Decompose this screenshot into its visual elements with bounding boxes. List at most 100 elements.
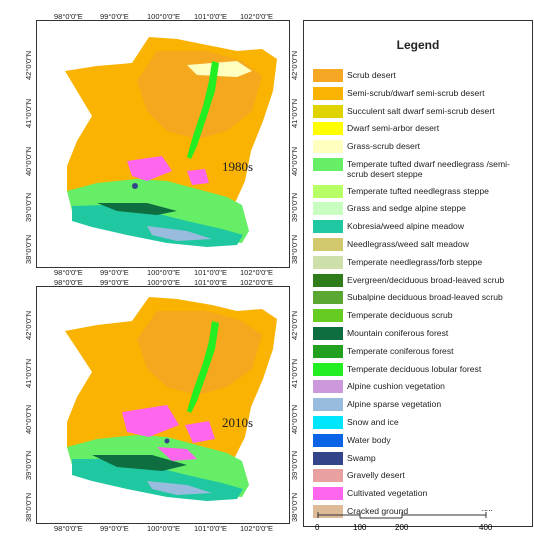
legend-label: Dwarf semi-arbor desert: [347, 123, 440, 134]
lon-tick-label: 99°0'0"E: [100, 12, 129, 21]
region-swamp: [132, 183, 138, 189]
lat-tick-label: 42°0'0"N: [24, 50, 33, 80]
lon-tick-label: 101°0'0"E: [194, 278, 227, 287]
legend-swatch: [313, 309, 343, 323]
legend-label: Temperate tufted needlegrass steppe: [347, 185, 489, 196]
legend-label: Subalpine deciduous broad-leaved scrub: [347, 292, 503, 303]
legend-item: Gravelly desert: [313, 469, 405, 486]
lat-tick-label: 41°0'0"N: [290, 358, 299, 388]
legend-swatch: [313, 184, 343, 198]
legend-label: Evergreen/deciduous broad-leaved scrub: [347, 274, 505, 285]
lat-tick-label: 40°0'0"N: [24, 404, 33, 434]
map-panel-1980s: 1980s: [36, 20, 290, 268]
legend-item: Semi-scrub/dwarf semi-scrub desert: [313, 86, 485, 104]
legend-item: Mountain coniferous forest: [313, 326, 448, 344]
legend-label: Semi-scrub/dwarf semi-scrub desert: [347, 87, 485, 98]
lon-tick-label: 101°0'0"E: [194, 524, 227, 533]
legend-label: Grass-scrub desert: [347, 141, 421, 152]
legend-label: Temperate deciduous lobular forest: [347, 363, 482, 374]
region-alpine-sparse: [147, 481, 212, 495]
lat-tick-label: 38°0'0"N: [290, 492, 299, 522]
lon-tick-label: 102°0'0"E: [240, 524, 273, 533]
legend-item: Cultivated vegetation: [313, 487, 427, 504]
legend-swatch: [313, 415, 343, 429]
lon-tick-label: 101°0'0"E: [194, 12, 227, 21]
legend-swatch: [313, 344, 343, 358]
lat-tick-label: 42°0'0"N: [24, 310, 33, 340]
lon-tick-label: 100°0'0"E: [147, 278, 180, 287]
lon-tick-label: 102°0'0"E: [240, 12, 273, 21]
legend-item: Needlegrass/weed salt meadow: [313, 237, 469, 255]
lon-tick-label: 98°0'0"E: [54, 12, 83, 21]
lon-tick-label: 100°0'0"E: [147, 524, 180, 533]
legend-label: Gravelly desert: [347, 470, 405, 481]
legend-item: Kobresia/weed alpine meadow: [313, 220, 464, 237]
lat-tick-label: 39°0'0"N: [290, 450, 299, 480]
legend-swatch: [313, 69, 343, 82]
lon-tick-label: 99°0'0"E: [100, 278, 129, 287]
legend-swatch: [313, 451, 343, 465]
region-cultivated-2: [187, 169, 209, 185]
region-scrub-desert-light: [137, 311, 262, 395]
legend-label: Temperate needlegrass/forb steppe: [347, 256, 483, 267]
legend-swatch: [313, 398, 343, 412]
legend-item: Succulent salt dwarf semi-scrub desert: [313, 104, 495, 122]
lat-tick-label: 38°0'0"N: [24, 234, 33, 264]
legend-item: Water body: [313, 433, 391, 451]
legend-panel: Legend Scrub desert Semi-scrub/dwarf semi…: [303, 20, 533, 527]
legend-label: Temperate deciduous scrub: [347, 310, 453, 321]
legend-swatch: [313, 362, 343, 376]
legend-item: Alpine sparse vegetation: [313, 398, 441, 415]
lon-tick-label: 102°0'0"E: [240, 278, 273, 287]
region-cultivated: [127, 156, 172, 181]
legend-label: Kobresia/weed alpine meadow: [347, 221, 465, 232]
legend-item: Temperate tufted dwarf needlegrass /semi…: [313, 158, 517, 179]
region-coniferous: [92, 455, 187, 471]
legend-item: Snow and ice: [313, 415, 399, 433]
map-panel-2010s: 2010s: [36, 286, 290, 524]
legend-label: Scrub desert: [347, 70, 396, 80]
legend-label: Cultivated vegetation: [347, 488, 428, 499]
legend-label: Cracked ground: [347, 505, 409, 516]
lat-tick-label: 38°0'0"N: [24, 492, 33, 522]
legend-label: Swamp: [347, 452, 376, 463]
legend-item: Temperate tufted needlegrass steppe: [313, 184, 489, 202]
scale-unit: km: [482, 510, 493, 513]
lon-tick-label: 101°0'0"E: [194, 268, 227, 277]
legend-item: Subalpine deciduous broad-leaved scrub: [313, 291, 503, 308]
legend-swatch: [313, 122, 343, 136]
lat-tick-label: 42°0'0"N: [290, 310, 299, 340]
lat-tick-label: 40°0'0"N: [290, 146, 299, 176]
region-alpine-sparse: [147, 226, 212, 241]
legend-swatch: [313, 220, 343, 234]
lat-tick-label: 41°0'0"N: [24, 358, 33, 388]
legend-swatch: [313, 291, 343, 305]
lon-tick-label: 99°0'0"E: [100, 524, 129, 533]
legend-item: Swamp: [313, 451, 376, 469]
lat-tick-label: 41°0'0"N: [24, 98, 33, 128]
lat-tick-label: 42°0'0"N: [290, 50, 299, 80]
lat-tick-label: 38°0'0"N: [290, 234, 299, 264]
scale-label: 100: [353, 523, 367, 532]
region-grass-scrub: [187, 61, 252, 77]
legend-item: Grass and sedge alpine steppe: [313, 202, 466, 219]
legend-item: Temperate deciduous lobular forest: [313, 362, 482, 380]
scale-label: 400: [479, 523, 493, 532]
lat-tick-label: 39°0'0"N: [290, 192, 299, 222]
legend-label: Succulent salt dwarf semi-scrub desert: [347, 105, 495, 116]
legend-label: Snow and ice: [347, 416, 399, 427]
vegetation-map-2010s: [65, 297, 277, 501]
legend-title: Legend: [396, 38, 440, 52]
legend-swatch: [313, 140, 343, 154]
legend-item: Scrub desert: [313, 69, 396, 86]
region-oasis-strip: [187, 321, 219, 413]
region-swamp: [164, 438, 170, 444]
map-year-label: 2010s: [222, 415, 254, 430]
legend-label: Temperate tufted dwarf needlegrass /semi…: [347, 159, 510, 179]
region-cultivated-3: [157, 447, 197, 461]
lat-tick-label: 40°0'0"N: [290, 404, 299, 434]
legend-swatch: [313, 255, 343, 269]
legend-label: Water body: [347, 434, 391, 445]
legend-item: Grass-scrub desert: [313, 140, 420, 157]
lon-tick-label: 100°0'0"E: [147, 12, 180, 21]
